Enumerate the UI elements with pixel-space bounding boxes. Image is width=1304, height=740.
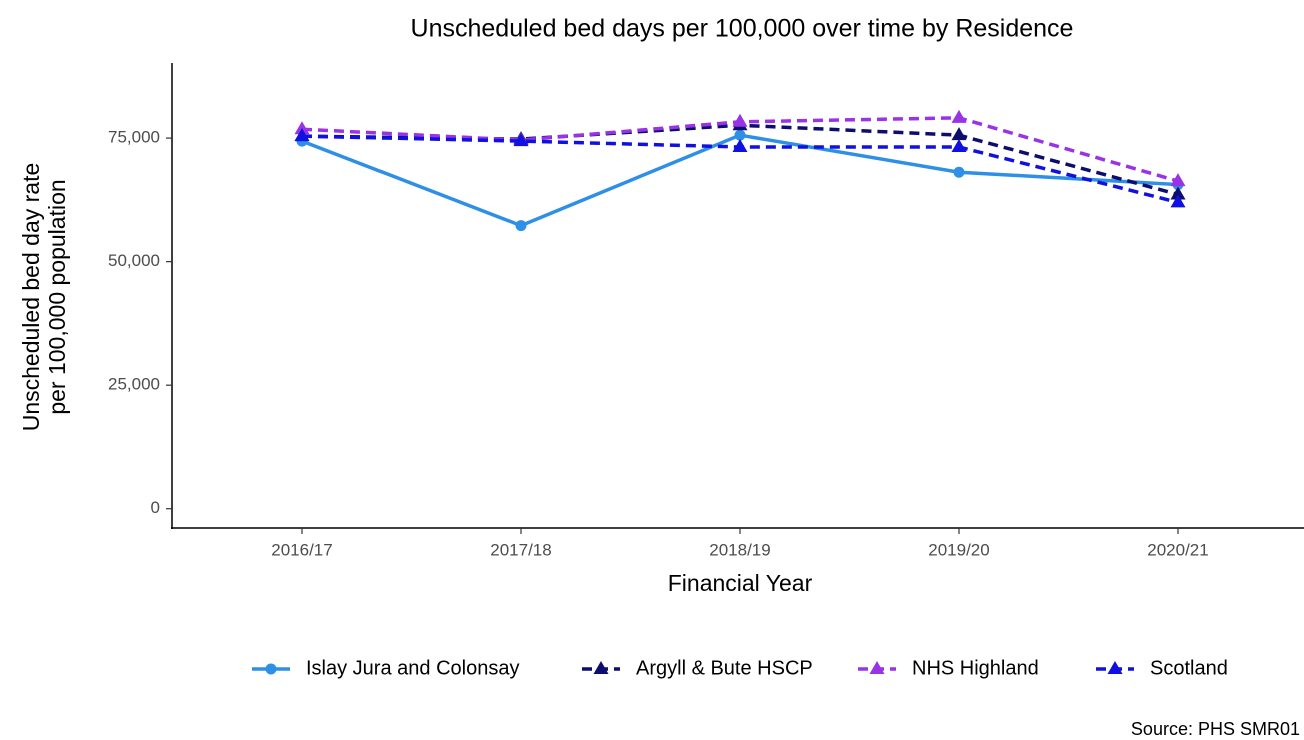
x-tick-label: 2018/19 xyxy=(709,540,770,559)
y-axis-label-line: Unscheduled bed day rate xyxy=(18,163,44,432)
data-point xyxy=(732,113,748,127)
legend-label: Islay Jura and Colonsay xyxy=(306,657,519,679)
data-point xyxy=(513,133,529,147)
y-tick-label: 50,000 xyxy=(108,251,160,270)
x-tick-label: 2016/17 xyxy=(271,540,332,559)
y-axis-label: Unscheduled bed day rate per 100,000 pop… xyxy=(18,163,70,432)
legend-item: NHS Highland xyxy=(858,657,1039,679)
legend-marker xyxy=(869,661,885,674)
legend-item: Scotland xyxy=(1096,657,1228,679)
y-axis-label-line: per 100,000 population xyxy=(44,179,70,414)
chart-title: Unscheduled bed days per 100,000 over ti… xyxy=(411,15,1074,43)
legend-item: Argyll & Bute HSCP xyxy=(582,657,813,679)
data-point xyxy=(732,139,748,153)
data-point xyxy=(953,166,965,178)
legend-label: Scotland xyxy=(1150,657,1228,679)
data-point xyxy=(951,127,967,141)
x-tick-label: 2017/18 xyxy=(490,540,551,559)
data-point xyxy=(1170,194,1186,208)
data-point xyxy=(294,128,310,142)
legend-marker xyxy=(265,663,277,675)
data-point xyxy=(951,139,967,153)
legend-label: Argyll & Bute HSCP xyxy=(636,657,813,679)
data-point xyxy=(294,121,310,135)
legend-marker xyxy=(593,661,609,674)
x-tick-label: 2019/20 xyxy=(928,540,989,559)
y-tick-label: 25,000 xyxy=(108,375,160,394)
legend-label: NHS Highland xyxy=(912,657,1039,679)
legend-item: Islay Jura and Colonsay xyxy=(252,657,519,679)
data-point xyxy=(1170,173,1186,187)
legend-marker xyxy=(1107,661,1123,674)
data-point xyxy=(1170,186,1186,200)
x-axis-label: Financial Year xyxy=(668,570,813,596)
data-point xyxy=(951,109,967,123)
y-tick-label: 0 xyxy=(151,498,160,517)
x-tick-label: 2020/21 xyxy=(1147,540,1208,559)
data-point xyxy=(515,220,527,232)
y-tick-label: 75,000 xyxy=(108,128,160,147)
source-note: Source: PHS SMR01 xyxy=(1131,719,1300,739)
data-point xyxy=(734,129,746,141)
